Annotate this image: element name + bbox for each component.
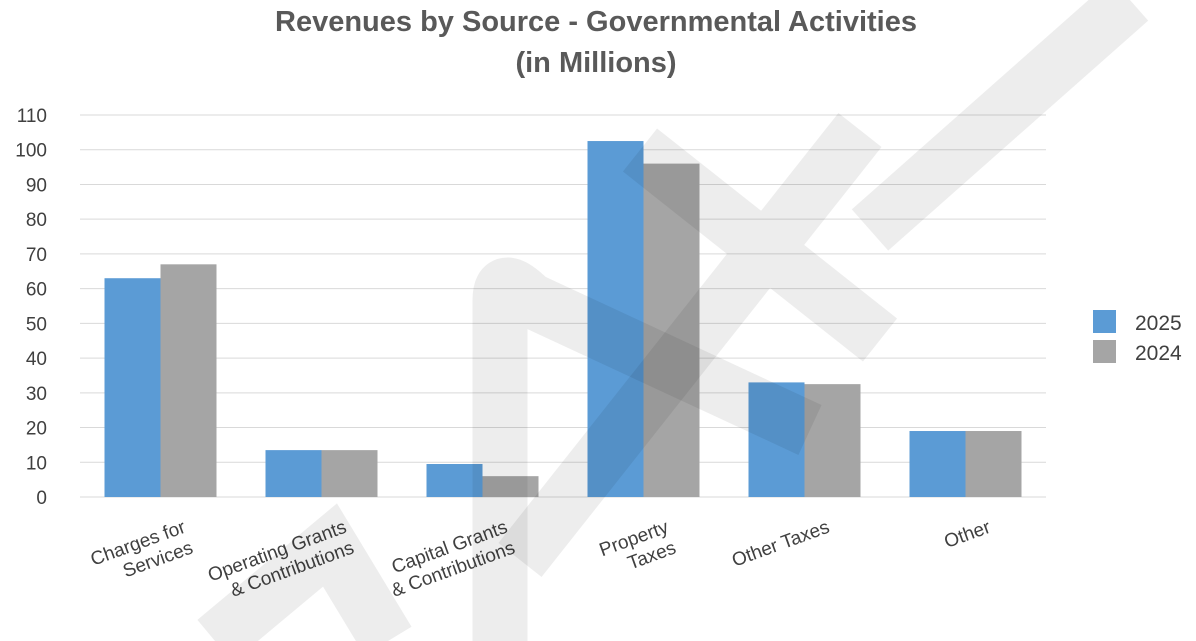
x-category-line: Other — [942, 517, 994, 553]
chart-title-group: Revenues by Source - Governmental Activi… — [275, 6, 917, 79]
bar-2025-0 — [104, 278, 161, 497]
legend-swatch-2025 — [1093, 310, 1116, 333]
draft-watermark — [197, 0, 1149, 641]
watermark-stroke-1 — [197, 503, 412, 641]
y-tick-label: 70 — [26, 245, 47, 266]
bar-2024-3 — [643, 163, 700, 498]
bar-2024-0 — [160, 264, 217, 497]
legend-label-2025: 2025 — [1135, 312, 1182, 335]
y-tick-label: 20 — [26, 419, 47, 440]
x-category-label: Other Taxes — [729, 517, 832, 572]
watermark-stroke-4 — [851, 0, 1149, 251]
bar-2025-5 — [909, 431, 966, 497]
chart-title: Revenues by Source - Governmental Activi… — [275, 6, 917, 38]
bars — [104, 141, 1022, 498]
bar-2024-2 — [482, 476, 539, 497]
bar-2024-1 — [321, 450, 378, 497]
gridlines — [80, 114, 1046, 498]
bar-2025-2 — [426, 464, 483, 497]
y-tick-label: 90 — [26, 175, 47, 196]
y-tick-label: 80 — [26, 210, 47, 231]
y-tick-label: 50 — [26, 314, 47, 335]
bar-2025-1 — [265, 450, 322, 497]
x-category-label: Other — [942, 517, 994, 553]
y-axis-ticks: 0 10 20 30 40 50 60 70 80 90 100 110 — [15, 106, 47, 509]
x-category-line: Other Taxes — [729, 517, 832, 572]
y-tick-label: 100 — [15, 141, 47, 162]
chart-subtitle: (in Millions) — [515, 47, 676, 79]
bar-2025-3 — [587, 141, 644, 497]
legend-swatch-2024 — [1093, 340, 1116, 363]
y-tick-label: 0 — [36, 488, 47, 509]
y-tick-label: 110 — [17, 106, 47, 127]
bar-2024-4 — [804, 384, 861, 497]
legend: 2025 2024 — [1093, 310, 1182, 365]
y-tick-label: 60 — [26, 280, 47, 301]
bar-2025-4 — [748, 382, 805, 497]
watermark-stroke-2 — [472, 258, 822, 641]
legend-label-2024: 2024 — [1135, 342, 1182, 365]
y-tick-label: 40 — [26, 349, 47, 370]
watermark-stroke-3 — [498, 112, 898, 578]
bar-2024-5 — [965, 431, 1022, 497]
y-tick-label: 10 — [26, 453, 47, 474]
y-tick-label: 30 — [26, 384, 47, 405]
